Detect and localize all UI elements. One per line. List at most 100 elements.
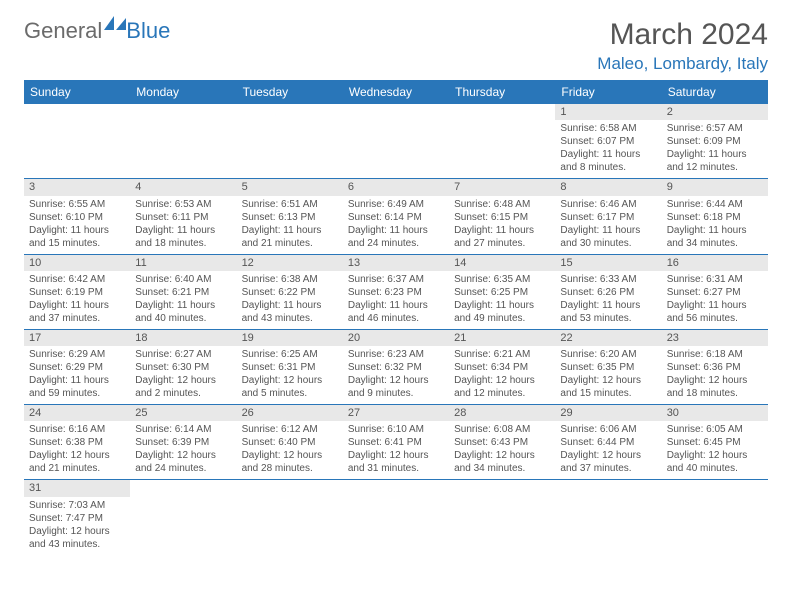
day-number: 7 xyxy=(449,179,555,195)
day-number: 19 xyxy=(237,330,343,346)
day-header: Saturday xyxy=(662,80,768,104)
day-info-line: Daylight: 12 hours xyxy=(242,449,338,462)
day-info-line: Daylight: 11 hours xyxy=(667,148,763,161)
day-info-line: Sunset: 6:07 PM xyxy=(560,135,656,148)
calendar-day-cell: 6Sunrise: 6:49 AMSunset: 6:14 PMDaylight… xyxy=(343,179,449,254)
day-info-line: Daylight: 12 hours xyxy=(667,374,763,387)
calendar-day-cell xyxy=(343,104,449,179)
day-number: 26 xyxy=(237,405,343,421)
calendar-day-cell xyxy=(24,104,130,179)
day-number: 8 xyxy=(555,179,661,195)
day-header: Monday xyxy=(130,80,236,104)
day-header: Friday xyxy=(555,80,661,104)
day-info-line: Daylight: 12 hours xyxy=(667,449,763,462)
day-number: 28 xyxy=(449,405,555,421)
day-number: 12 xyxy=(237,255,343,271)
day-info-line: Sunrise: 6:40 AM xyxy=(135,273,231,286)
day-info-line: Sunset: 6:40 PM xyxy=(242,436,338,449)
calendar-day-cell: 25Sunrise: 6:14 AMSunset: 6:39 PMDayligh… xyxy=(130,405,236,480)
day-info-line: Sunrise: 6:06 AM xyxy=(560,423,656,436)
day-info-line: and 15 minutes. xyxy=(29,237,125,250)
day-info-line: Daylight: 12 hours xyxy=(29,525,125,538)
day-info-line: Sunrise: 6:35 AM xyxy=(454,273,550,286)
day-number: 27 xyxy=(343,405,449,421)
day-info-line: Sunset: 6:15 PM xyxy=(454,211,550,224)
day-info-line: Daylight: 11 hours xyxy=(242,224,338,237)
calendar-day-cell: 12Sunrise: 6:38 AMSunset: 6:22 PMDayligh… xyxy=(237,254,343,329)
calendar-day-cell xyxy=(343,480,449,555)
day-info-line: and 49 minutes. xyxy=(454,312,550,325)
calendar-day-cell: 10Sunrise: 6:42 AMSunset: 6:19 PMDayligh… xyxy=(24,254,130,329)
calendar-day-cell: 7Sunrise: 6:48 AMSunset: 6:15 PMDaylight… xyxy=(449,179,555,254)
calendar-day-cell: 30Sunrise: 6:05 AMSunset: 6:45 PMDayligh… xyxy=(662,405,768,480)
day-info-line: Sunset: 6:22 PM xyxy=(242,286,338,299)
day-info-line: and 30 minutes. xyxy=(560,237,656,250)
calendar-day-cell: 14Sunrise: 6:35 AMSunset: 6:25 PMDayligh… xyxy=(449,254,555,329)
day-header-row: Sunday Monday Tuesday Wednesday Thursday… xyxy=(24,80,768,104)
day-info-line: Sunset: 6:13 PM xyxy=(242,211,338,224)
day-info-line: and 9 minutes. xyxy=(348,387,444,400)
calendar-day-cell: 5Sunrise: 6:51 AMSunset: 6:13 PMDaylight… xyxy=(237,179,343,254)
day-number: 15 xyxy=(555,255,661,271)
day-info-line: Daylight: 11 hours xyxy=(560,299,656,312)
day-info-line: Sunset: 6:26 PM xyxy=(560,286,656,299)
calendar-day-cell: 1Sunrise: 6:58 AMSunset: 6:07 PMDaylight… xyxy=(555,104,661,179)
day-info-line: and 15 minutes. xyxy=(560,387,656,400)
day-info-line: Sunset: 6:45 PM xyxy=(667,436,763,449)
day-info-line: Daylight: 11 hours xyxy=(135,299,231,312)
day-number: 29 xyxy=(555,405,661,421)
day-info-line: Daylight: 12 hours xyxy=(135,449,231,462)
day-number: 30 xyxy=(662,405,768,421)
day-info-line: Sunset: 6:43 PM xyxy=(454,436,550,449)
day-info-line: Sunset: 6:32 PM xyxy=(348,361,444,374)
day-number: 17 xyxy=(24,330,130,346)
calendar-day-cell: 8Sunrise: 6:46 AMSunset: 6:17 PMDaylight… xyxy=(555,179,661,254)
day-info-line: Sunrise: 6:10 AM xyxy=(348,423,444,436)
day-info-line: Sunset: 6:44 PM xyxy=(560,436,656,449)
calendar-day-cell xyxy=(130,104,236,179)
day-info-line: Daylight: 11 hours xyxy=(560,148,656,161)
calendar-week-row: 10Sunrise: 6:42 AMSunset: 6:19 PMDayligh… xyxy=(24,254,768,329)
day-info-line: Sunset: 7:47 PM xyxy=(29,512,125,525)
day-info-line: and 27 minutes. xyxy=(454,237,550,250)
day-number: 31 xyxy=(24,480,130,496)
day-info-line: Daylight: 12 hours xyxy=(560,374,656,387)
calendar-day-cell xyxy=(130,480,236,555)
day-info-line: Sunrise: 6:08 AM xyxy=(454,423,550,436)
day-info-line: Sunrise: 6:12 AM xyxy=(242,423,338,436)
day-info-line: Daylight: 12 hours xyxy=(348,374,444,387)
calendar-day-cell: 23Sunrise: 6:18 AMSunset: 6:36 PMDayligh… xyxy=(662,329,768,404)
calendar-day-cell xyxy=(662,480,768,555)
day-header: Wednesday xyxy=(343,80,449,104)
calendar-week-row: 3Sunrise: 6:55 AMSunset: 6:10 PMDaylight… xyxy=(24,179,768,254)
calendar-day-cell: 2Sunrise: 6:57 AMSunset: 6:09 PMDaylight… xyxy=(662,104,768,179)
day-number: 23 xyxy=(662,330,768,346)
day-info-line: Sunrise: 6:37 AM xyxy=(348,273,444,286)
day-number: 5 xyxy=(237,179,343,195)
day-info-line: and 37 minutes. xyxy=(560,462,656,475)
day-info-line: Sunset: 6:35 PM xyxy=(560,361,656,374)
day-info-line: Daylight: 11 hours xyxy=(29,374,125,387)
day-info-line: Daylight: 11 hours xyxy=(454,299,550,312)
day-number: 14 xyxy=(449,255,555,271)
day-info-line: Daylight: 11 hours xyxy=(667,299,763,312)
day-info-line: Sunrise: 6:25 AM xyxy=(242,348,338,361)
calendar-day-cell: 24Sunrise: 6:16 AMSunset: 6:38 PMDayligh… xyxy=(24,405,130,480)
day-info-line: and 34 minutes. xyxy=(454,462,550,475)
day-info-line: Sunset: 6:21 PM xyxy=(135,286,231,299)
day-number: 18 xyxy=(130,330,236,346)
day-info-line: Sunset: 6:34 PM xyxy=(454,361,550,374)
calendar-day-cell: 3Sunrise: 6:55 AMSunset: 6:10 PMDaylight… xyxy=(24,179,130,254)
day-header: Sunday xyxy=(24,80,130,104)
day-info-line: Sunrise: 6:38 AM xyxy=(242,273,338,286)
day-info-line: Sunset: 6:11 PM xyxy=(135,211,231,224)
day-info-line: and 28 minutes. xyxy=(242,462,338,475)
calendar-day-cell: 18Sunrise: 6:27 AMSunset: 6:30 PMDayligh… xyxy=(130,329,236,404)
day-info-line: Sunrise: 6:29 AM xyxy=(29,348,125,361)
calendar-day-cell: 22Sunrise: 6:20 AMSunset: 6:35 PMDayligh… xyxy=(555,329,661,404)
day-info-line: and 8 minutes. xyxy=(560,161,656,174)
day-info-line: and 34 minutes. xyxy=(667,237,763,250)
calendar-day-cell xyxy=(237,104,343,179)
day-info-line: and 18 minutes. xyxy=(667,387,763,400)
calendar-day-cell: 19Sunrise: 6:25 AMSunset: 6:31 PMDayligh… xyxy=(237,329,343,404)
